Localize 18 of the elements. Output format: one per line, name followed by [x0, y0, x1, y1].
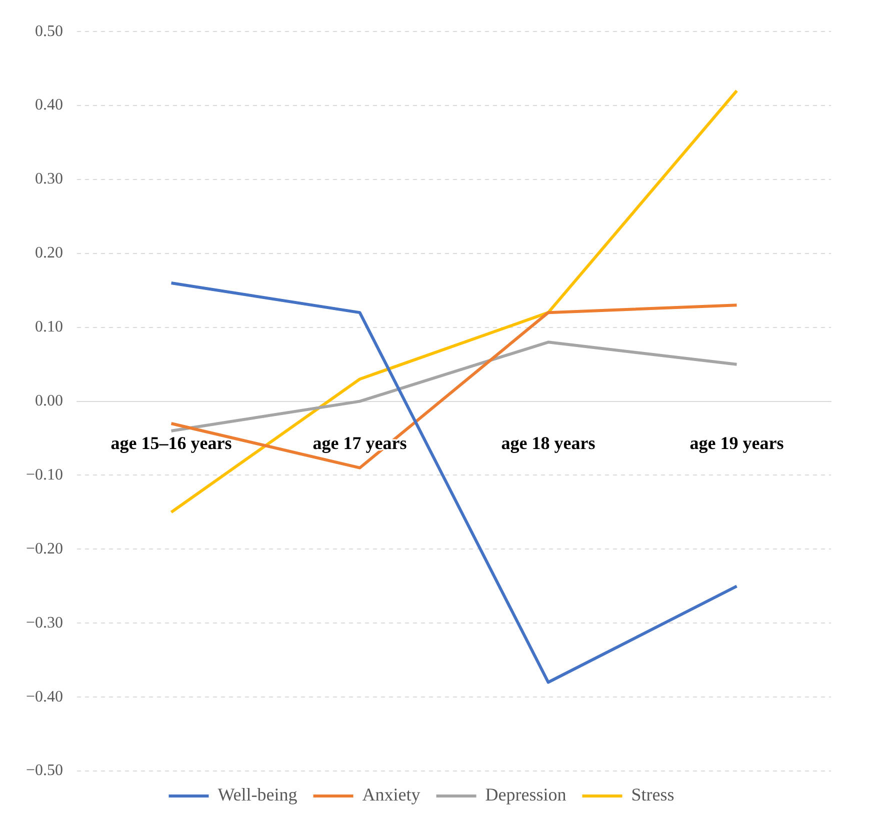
x-tick-label: age 18 years	[501, 432, 596, 453]
legend-label: Anxiety	[362, 784, 420, 805]
legend-label: Well-being	[218, 784, 298, 805]
y-tick-label: −0.40	[26, 688, 64, 706]
x-tick-label: age 19 years	[690, 432, 784, 453]
y-tick-label: −0.20	[26, 540, 64, 558]
y-tick-label: −0.10	[26, 466, 64, 484]
y-tick-label: 0.20	[35, 244, 64, 262]
y-tick-label: −0.50	[26, 762, 64, 780]
y-tick-label: −0.30	[26, 614, 64, 632]
y-tick-label: 0.30	[35, 170, 64, 188]
y-tick-label: 0.40	[35, 96, 64, 114]
y-tick-label: 0.10	[35, 318, 64, 336]
legend-label: Depression	[485, 784, 566, 805]
x-tick-label: age 15–16 years	[110, 432, 232, 453]
y-tick-label: 0.00	[35, 392, 64, 410]
y-tick-label: 0.50	[35, 22, 64, 40]
legend-label: Stress	[631, 784, 674, 805]
